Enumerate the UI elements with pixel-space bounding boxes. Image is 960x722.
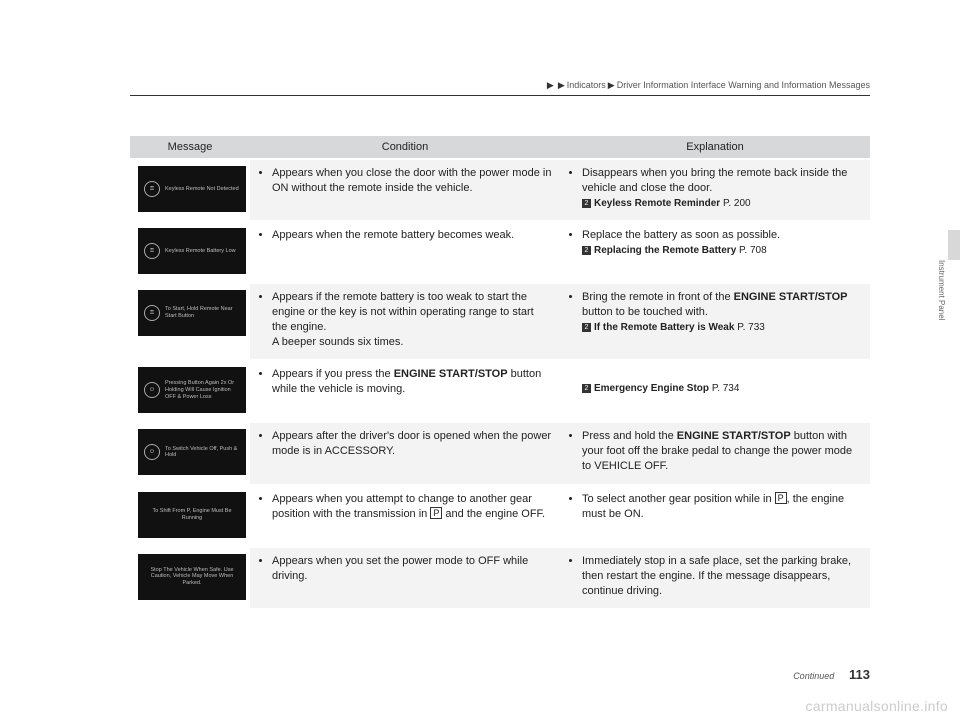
- table-row: To Shift From P, Engine Must Be Running …: [130, 485, 870, 547]
- key-icon: ⚿: [144, 181, 160, 197]
- p-gear-icon: P: [775, 492, 787, 504]
- condition-text: Appears when you attempt to change to an…: [272, 492, 552, 522]
- continued-label: Continued: [793, 671, 834, 681]
- table-row: ⚿Keyless Remote Battery Low Appears when…: [130, 221, 870, 283]
- col-condition: Condition: [250, 136, 560, 159]
- table-row: ⚿To Start, Hold Remote Near Start Button…: [130, 283, 870, 360]
- message-thumb: ⏻Pressing Button Again 2x Or Holding Wil…: [138, 367, 246, 413]
- power-icon: ⏻: [144, 382, 160, 398]
- ref-icon: 2: [582, 384, 591, 393]
- power-icon: ⏻: [144, 444, 160, 460]
- ref-icon: 2: [582, 246, 591, 255]
- message-thumb: Stop The Vehicle When Safe. Use Caution,…: [138, 554, 246, 600]
- message-thumb: ⚿To Start, Hold Remote Near Start Button: [138, 290, 246, 336]
- table-row: ⏻To Switch Vehicle Off, Push & Hold Appe…: [130, 422, 870, 485]
- condition-text: Appears after the driver's door is opene…: [272, 429, 552, 459]
- breadcrumb-b: Driver Information Interface Warning and…: [617, 80, 870, 90]
- col-explanation: Explanation: [560, 136, 870, 159]
- reference-link: 2Replacing the Remote Battery P. 708: [568, 245, 862, 256]
- explanation-text: Press and hold the ENGINE START/STOP but…: [582, 429, 862, 474]
- p-gear-icon: P: [430, 507, 442, 519]
- breadcrumb: ▶▶Indicators▶Driver Information Interfac…: [130, 80, 870, 96]
- condition-text: Appears when the remote battery becomes …: [272, 228, 552, 243]
- table-row: ⏻Pressing Button Again 2x Or Holding Wil…: [130, 360, 870, 422]
- explanation-text: To select another gear position while in…: [582, 492, 862, 522]
- watermark: carmanualsonline.info: [806, 698, 949, 714]
- page-number: 113: [849, 667, 870, 682]
- condition-text: Appears if you press the ENGINE START/ST…: [272, 367, 552, 397]
- triangle-icon: ▶: [608, 80, 615, 90]
- message-thumb: ⚿Keyless Remote Not Detected: [138, 166, 246, 212]
- ref-icon: 2: [582, 199, 591, 208]
- explanation-text: Disappears when you bring the remote bac…: [582, 166, 862, 196]
- explanation-text: Immediately stop in a safe place, set th…: [582, 554, 862, 599]
- triangle-icon: ▶: [547, 80, 554, 90]
- key-icon: ⚿: [144, 243, 160, 259]
- col-message: Message: [130, 136, 250, 159]
- message-thumb: ⚿Keyless Remote Battery Low: [138, 228, 246, 274]
- condition-text: Appears if the remote battery is too wea…: [272, 290, 552, 349]
- table-row: ⚿Keyless Remote Not Detected Appears whe…: [130, 159, 870, 221]
- condition-text: Appears when you close the door with the…: [272, 166, 552, 196]
- condition-text: Appears when you set the power mode to O…: [272, 554, 552, 584]
- reference-link: 2If the Remote Battery is Weak P. 733: [568, 322, 862, 333]
- reference-link: 2Keyless Remote Reminder P. 200: [568, 198, 862, 209]
- explanation-text: Replace the battery as soon as possible.: [582, 228, 862, 243]
- explanation-text: Bring the remote in front of the ENGINE …: [582, 290, 862, 320]
- breadcrumb-a: Indicators: [567, 80, 606, 90]
- ref-icon: 2: [582, 323, 591, 332]
- key-icon: ⚿: [144, 305, 160, 321]
- page-footer: Continued 113: [793, 667, 870, 682]
- reference-link: 2Emergency Engine Stop P. 734: [568, 383, 862, 394]
- table-row: Stop The Vehicle When Safe. Use Caution,…: [130, 547, 870, 610]
- page-content: ▶▶Indicators▶Driver Information Interfac…: [0, 0, 960, 610]
- messages-table: Message Condition Explanation ⚿Keyless R…: [130, 136, 870, 610]
- triangle-icon: ▶: [558, 80, 565, 90]
- message-thumb: To Shift From P, Engine Must Be Running: [138, 492, 246, 538]
- message-thumb: ⏻To Switch Vehicle Off, Push & Hold: [138, 429, 246, 475]
